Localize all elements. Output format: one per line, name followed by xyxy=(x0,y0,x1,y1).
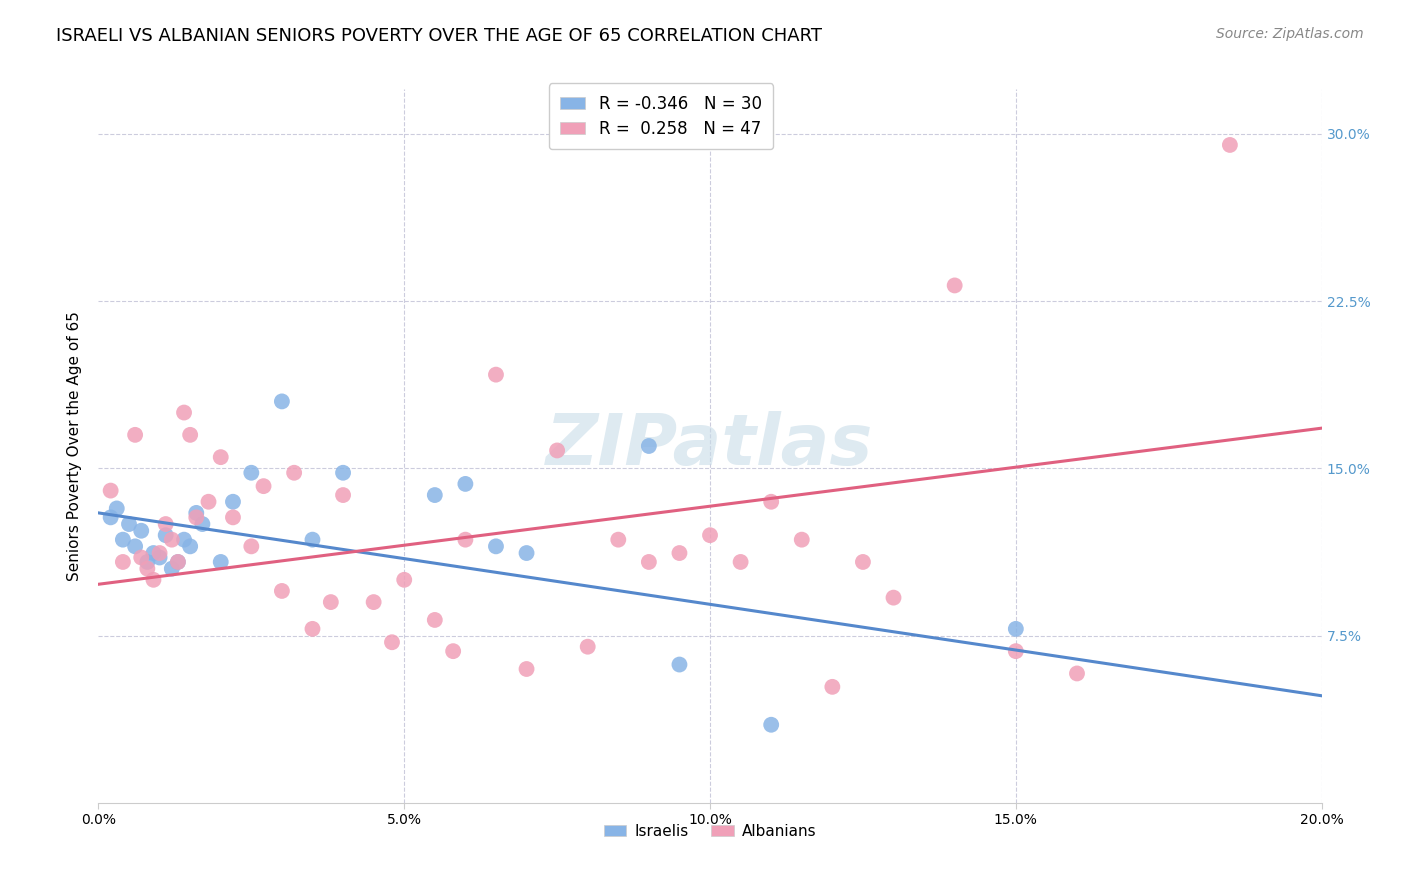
Text: ZIPatlas: ZIPatlas xyxy=(547,411,873,481)
Point xyxy=(883,591,905,605)
Point xyxy=(454,476,477,491)
Point xyxy=(607,533,630,547)
Point xyxy=(363,595,385,609)
Point xyxy=(1004,644,1026,658)
Point xyxy=(111,555,134,569)
Point xyxy=(191,516,214,531)
Point xyxy=(332,488,354,502)
Point xyxy=(160,562,183,576)
Point xyxy=(270,394,292,409)
Point xyxy=(100,510,122,524)
Point xyxy=(240,466,263,480)
Point xyxy=(516,546,538,560)
Point xyxy=(852,555,875,569)
Point xyxy=(423,488,446,502)
Text: Source: ZipAtlas.com: Source: ZipAtlas.com xyxy=(1216,27,1364,41)
Point xyxy=(142,546,165,560)
Point xyxy=(197,494,219,508)
Point xyxy=(155,528,177,542)
Point xyxy=(1004,622,1026,636)
Point xyxy=(124,427,146,442)
Point xyxy=(668,657,690,672)
Point xyxy=(160,533,183,547)
Point xyxy=(699,528,721,542)
Point xyxy=(124,539,146,553)
Point xyxy=(167,555,190,569)
Point xyxy=(423,613,446,627)
Point xyxy=(209,555,232,569)
Point xyxy=(252,479,274,493)
Point xyxy=(332,466,354,480)
Point xyxy=(516,662,538,676)
Point xyxy=(546,443,568,458)
Point xyxy=(392,573,416,587)
Point xyxy=(173,405,195,419)
Point xyxy=(118,516,141,531)
Point xyxy=(179,539,201,553)
Point xyxy=(129,524,152,538)
Point xyxy=(149,546,172,560)
Legend: Israelis, Albanians: Israelis, Albanians xyxy=(598,818,823,845)
Point xyxy=(637,439,661,453)
Point xyxy=(222,510,245,524)
Point xyxy=(222,494,245,508)
Point xyxy=(790,533,813,547)
Point xyxy=(485,539,508,553)
Point xyxy=(186,506,208,520)
Y-axis label: Seniors Poverty Over the Age of 65: Seniors Poverty Over the Age of 65 xyxy=(67,311,83,581)
Point xyxy=(301,622,323,636)
Point xyxy=(668,546,690,560)
Point xyxy=(943,278,966,293)
Point xyxy=(1219,137,1241,152)
Point xyxy=(730,555,752,569)
Point xyxy=(209,450,232,464)
Text: ISRAELI VS ALBANIAN SENIORS POVERTY OVER THE AGE OF 65 CORRELATION CHART: ISRAELI VS ALBANIAN SENIORS POVERTY OVER… xyxy=(56,27,823,45)
Point xyxy=(759,494,782,508)
Point xyxy=(485,368,508,382)
Point xyxy=(637,555,661,569)
Point xyxy=(155,516,177,531)
Point xyxy=(149,550,172,565)
Point xyxy=(173,533,195,547)
Point xyxy=(821,680,844,694)
Point xyxy=(100,483,122,498)
Point xyxy=(1066,666,1088,681)
Point xyxy=(454,533,477,547)
Point xyxy=(167,555,190,569)
Point xyxy=(142,573,165,587)
Point xyxy=(576,640,599,654)
Point xyxy=(270,583,292,598)
Point xyxy=(105,501,128,516)
Point xyxy=(240,539,263,553)
Point xyxy=(186,510,208,524)
Point xyxy=(441,644,464,658)
Point xyxy=(301,533,323,547)
Point xyxy=(111,533,134,547)
Point xyxy=(319,595,342,609)
Point xyxy=(759,717,782,731)
Point xyxy=(136,562,159,576)
Point xyxy=(283,466,305,480)
Point xyxy=(179,427,201,442)
Point xyxy=(381,635,404,649)
Point xyxy=(136,555,159,569)
Point xyxy=(129,550,152,565)
